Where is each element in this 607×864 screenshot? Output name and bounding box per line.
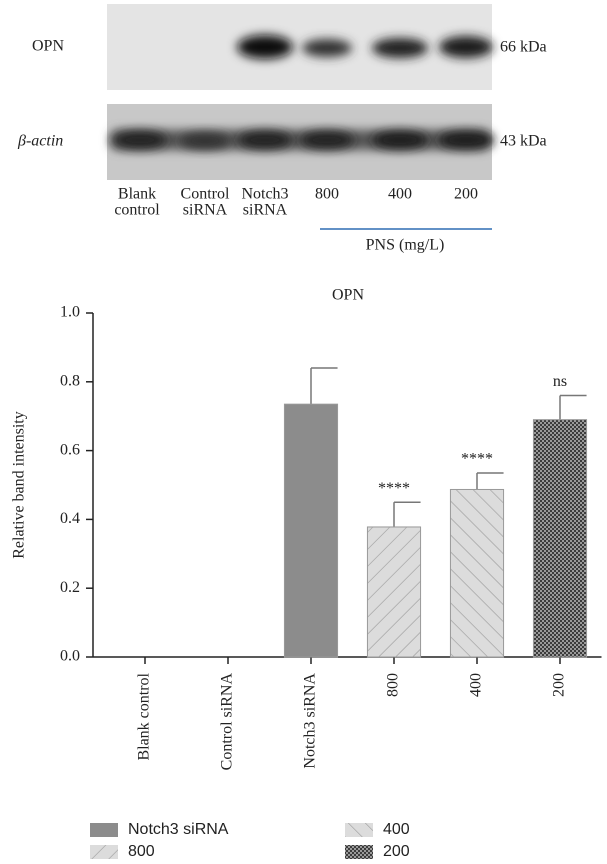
legend-label: Notch3 siRNA bbox=[128, 821, 229, 838]
legend-label: 800 bbox=[128, 843, 155, 860]
x-tick-label: Control siRNA bbox=[219, 673, 236, 771]
legend-label: 400 bbox=[383, 821, 410, 838]
blot-size: 43 kDa bbox=[500, 133, 547, 150]
chart-title: OPN bbox=[332, 287, 364, 304]
x-tick-label: 400 bbox=[468, 673, 485, 697]
lane-label: 800 bbox=[315, 186, 339, 203]
lane-label: siRNA bbox=[243, 202, 288, 219]
blot-row-label: OPN bbox=[32, 38, 64, 55]
lane-label: 400 bbox=[388, 186, 412, 203]
x-tick-label: Notch3 siRNA bbox=[302, 673, 319, 769]
y-tick-label: 0.6 bbox=[60, 441, 80, 458]
bar bbox=[283, 403, 339, 658]
legend-swatch bbox=[345, 823, 373, 837]
annotation: **** bbox=[461, 451, 493, 468]
lane-label: Control bbox=[181, 186, 230, 203]
bar bbox=[366, 526, 422, 658]
bar bbox=[449, 488, 505, 658]
y-tick-label: 0.4 bbox=[60, 510, 80, 527]
y-tick-label: 1.0 bbox=[60, 304, 80, 321]
group-label: PNS (mg/L) bbox=[366, 237, 445, 254]
blot-image bbox=[107, 4, 494, 180]
y-tick-label: 0.2 bbox=[60, 579, 80, 596]
legend-swatch bbox=[90, 845, 118, 859]
y-axis-label: Relative band intensity bbox=[11, 411, 28, 559]
annotation: ns bbox=[553, 373, 567, 390]
lane-label: 200 bbox=[454, 186, 478, 203]
lane-label: Blank bbox=[118, 186, 156, 203]
lane-label: siRNA bbox=[183, 202, 228, 219]
y-tick-label: 0.0 bbox=[60, 648, 80, 665]
annotation: **** bbox=[378, 480, 410, 497]
x-tick-label: 200 bbox=[551, 673, 568, 697]
blot-size: 66 kDa bbox=[500, 39, 547, 56]
legend-label: 200 bbox=[383, 843, 410, 860]
bar bbox=[532, 419, 588, 658]
lane-label: control bbox=[114, 202, 160, 219]
x-tick-label: Blank control bbox=[136, 672, 153, 760]
y-tick-label: 0.8 bbox=[60, 372, 80, 389]
legend-swatch bbox=[345, 845, 373, 859]
x-tick-label: 800 bbox=[385, 673, 402, 697]
lane-label: Notch3 bbox=[241, 186, 288, 203]
legend-swatch bbox=[90, 823, 118, 837]
blot-row-label: β-actin bbox=[17, 133, 63, 150]
